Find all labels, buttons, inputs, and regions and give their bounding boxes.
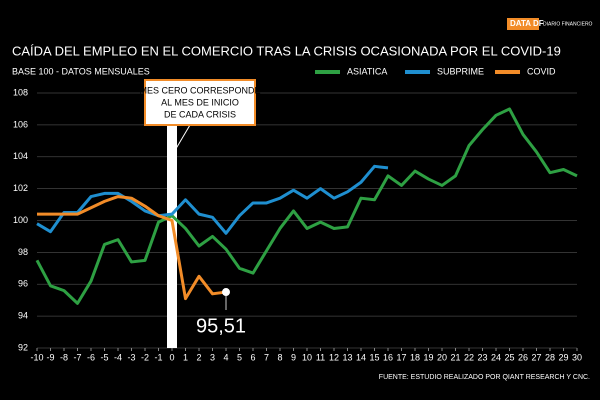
- callout-pointer: [173, 124, 191, 153]
- legend-label: SUBPRIME: [437, 66, 484, 76]
- x-tick-label: 8: [277, 352, 282, 362]
- x-tick-label: 0: [169, 352, 174, 362]
- chart-title: CAÍDA DEL EMPLEO EN EL COMERCIO TRAS LA …: [12, 43, 561, 58]
- x-tick-label: 13: [342, 352, 352, 362]
- y-tick-label: 108: [13, 87, 28, 97]
- x-tick-label: -2: [141, 352, 149, 362]
- x-tick-label: 9: [291, 352, 296, 362]
- x-tick-label: 5: [237, 352, 242, 362]
- legend-label: ASIATICA: [347, 66, 387, 76]
- x-tick-label: 14: [356, 352, 366, 362]
- x-tick-label: 19: [423, 352, 433, 362]
- y-tick-label: 100: [13, 215, 28, 225]
- x-tick-label: -9: [46, 352, 54, 362]
- source: FUENTE: ESTUDIO REALIZADO POR QIANT RESE…: [379, 374, 590, 381]
- end-point: [222, 288, 230, 297]
- x-tick-label: -4: [114, 352, 122, 362]
- x-tick-label: 20: [437, 352, 447, 362]
- x-tick-label: 27: [531, 352, 541, 362]
- x-tick-label: 15: [369, 352, 379, 362]
- x-tick-label: 10: [302, 352, 312, 362]
- callout-text: AL MES DE INICIO: [161, 97, 239, 107]
- x-tick-label: 6: [250, 352, 255, 362]
- x-tick-label: -1: [154, 352, 162, 362]
- subtitle: BASE 100 - DATOS MENSUALES: [12, 66, 150, 76]
- x-tick-label: -10: [30, 352, 43, 362]
- x-tick-label: 26: [518, 352, 528, 362]
- logo-name: DIARIO FINANCIERO: [543, 21, 593, 27]
- x-tick-label: 29: [558, 352, 568, 362]
- x-tick-label: -5: [100, 352, 108, 362]
- x-tick-label: 30: [572, 352, 582, 362]
- x-tick-label: 18: [410, 352, 420, 362]
- callout-text: MES CERO CORRESPONDE: [139, 85, 260, 95]
- x-tick-label: 16: [383, 352, 393, 362]
- series-line: [36, 164, 389, 235]
- series-line: [35, 107, 578, 305]
- x-tick-label: 21: [450, 352, 460, 362]
- y-tick-label: 94: [18, 311, 28, 321]
- x-tick-label: -8: [60, 352, 68, 362]
- y-tick-label: 98: [18, 247, 28, 257]
- x-tick-label: 17: [396, 352, 406, 362]
- x-tick-label: -7: [73, 352, 81, 362]
- logo-brand: DATA DF: [510, 19, 544, 28]
- x-tick-label: 11: [316, 352, 325, 362]
- y-tick-label: 96: [18, 279, 28, 289]
- x-tick-label: 3: [210, 352, 215, 362]
- x-tick-label: 7: [264, 352, 269, 362]
- x-tick-label: 24: [491, 352, 501, 362]
- y-tick-label: 102: [13, 183, 28, 193]
- x-tick-label: 12: [329, 352, 339, 362]
- x-tick-label: 25: [504, 352, 514, 362]
- x-tick-label: 28: [545, 352, 555, 362]
- y-tick-label: 92: [18, 342, 28, 352]
- x-tick-label: 2: [196, 352, 201, 362]
- y-tick-label: 104: [13, 151, 28, 161]
- legend-label: COVID: [527, 66, 556, 76]
- callout-text: DE CADA CRISIS: [164, 109, 236, 119]
- x-tick-label: -3: [127, 352, 135, 362]
- series-line: [37, 195, 227, 301]
- x-tick-label: -6: [87, 352, 95, 362]
- x-tick-label: 4: [223, 352, 228, 362]
- callout-box: [144, 79, 256, 126]
- x-tick-label: 23: [477, 352, 487, 362]
- y-tick-label: 106: [13, 119, 28, 129]
- x-tick-label: 22: [464, 352, 474, 362]
- x-tick-label: 1: [183, 352, 188, 362]
- value-label: 95,51: [196, 315, 246, 337]
- logo-badge: [507, 18, 539, 30]
